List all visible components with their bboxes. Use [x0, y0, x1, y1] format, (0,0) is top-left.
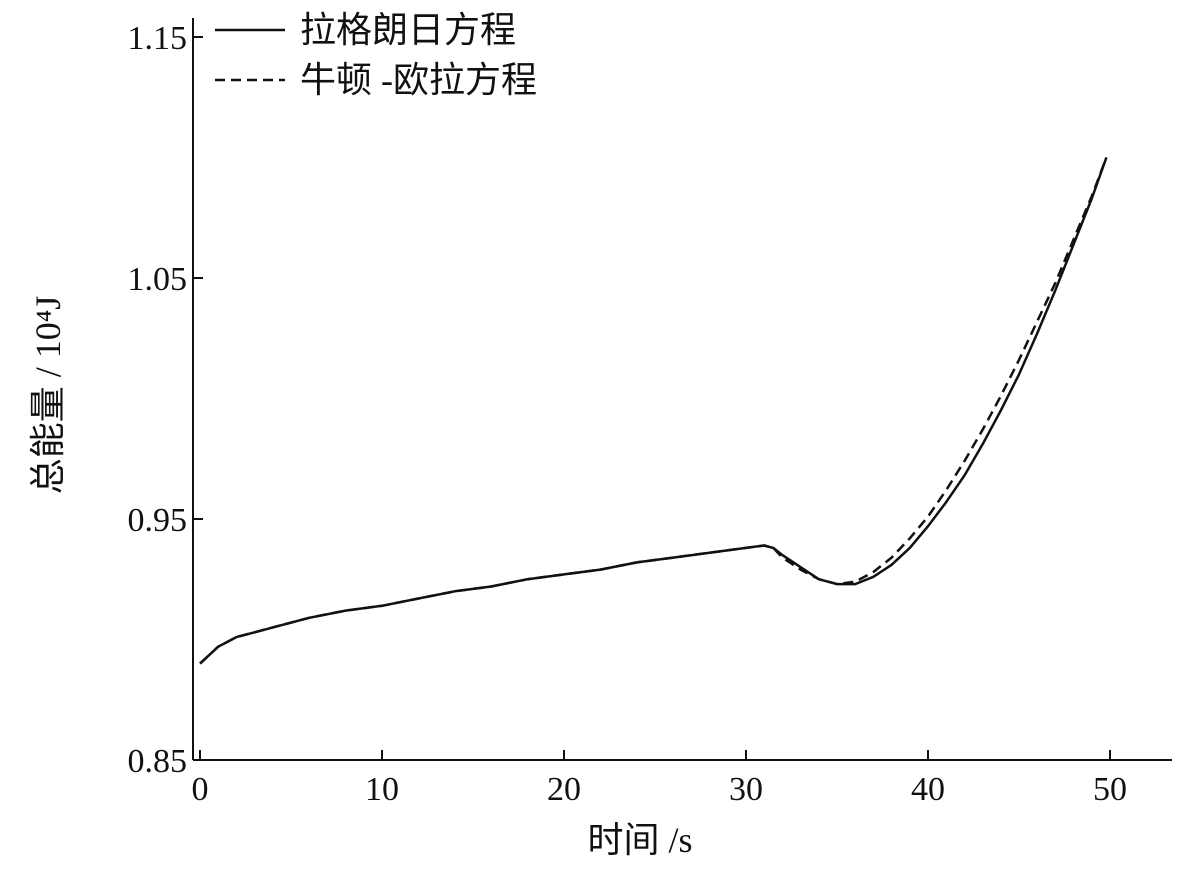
x-tick-label: 10 — [365, 771, 399, 808]
series-line-newton-euler — [199, 157, 1108, 665]
x-tick-label: 30 — [729, 771, 763, 808]
y-tick-label: 1.05 — [128, 261, 188, 298]
legend: 拉格朗日方程 牛顿 -欧拉方程 — [215, 10, 537, 100]
x-tick-label: 50 — [1093, 771, 1127, 808]
x-tick-label: 40 — [911, 771, 945, 808]
y-ticks: 0.85 0.95 1.05 1.15 — [128, 20, 203, 780]
y-tick-label: 1.15 — [128, 20, 188, 57]
x-tick-label: 0 — [192, 771, 209, 808]
x-tick-label: 20 — [547, 771, 581, 808]
x-axis-label: 时间 /s — [587, 820, 692, 860]
y-tick-label: 0.85 — [128, 743, 188, 780]
series-layer — [199, 157, 1108, 665]
y-tick-label: 0.95 — [128, 502, 188, 539]
legend-label-newton-euler: 牛顿 -欧拉方程 — [300, 60, 537, 100]
x-ticks: 0 10 20 30 40 50 — [192, 750, 1127, 808]
legend-label-lagrange: 拉格朗日方程 — [300, 10, 516, 50]
y-axis-label: 总能量 / 10⁴J — [28, 296, 68, 495]
series-line-lagrange — [199, 157, 1108, 665]
